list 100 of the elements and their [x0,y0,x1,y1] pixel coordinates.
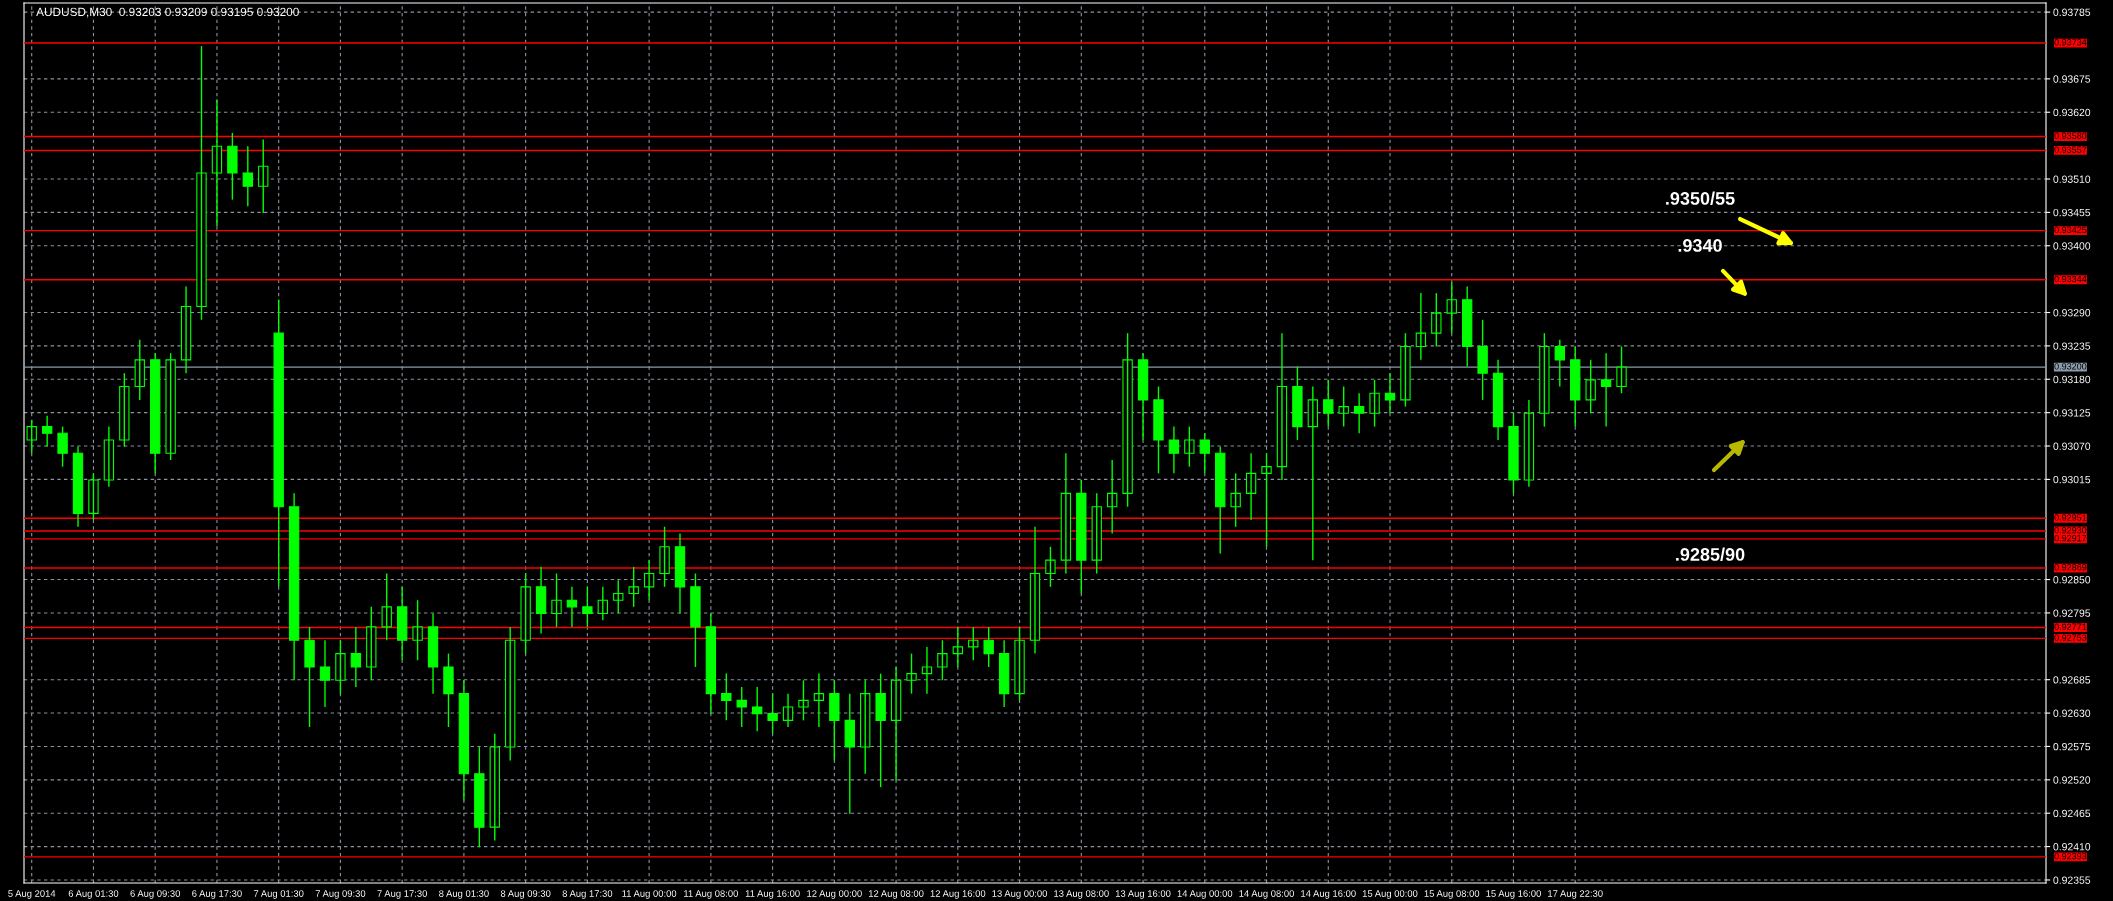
y-tick-label: 0.93070 [2053,442,2091,450]
candlestick [366,606,377,681]
x-tick-label: 6 Aug 17:30 [192,890,242,899]
candlestick [1199,432,1210,475]
candlestick [551,572,562,628]
candlestick [690,572,701,668]
x-tick-label: 8 Aug 09:30 [500,890,551,899]
ref-line-label: 0.92869 [2054,564,2087,571]
candlestick [412,599,423,661]
x-tick-label: 14 Aug 08:00 [1239,890,1294,899]
y-tick-label: 0.93290 [2053,309,2091,317]
y-tick-label: 0.93785 [2053,8,2091,16]
x-tick-label: 5 Aug 2014 [8,890,56,899]
x-tick-label: 11 Aug 00:00 [622,890,677,899]
chart-title: AUDUSD,M30 0.93203 0.93209 0.93195 0.93200 [36,7,299,18]
candlestick [381,572,392,641]
candlestick [1091,492,1102,575]
candlestick [875,672,886,788]
candlestick [227,132,238,201]
candlestick [474,746,485,848]
y-tick-label: 0.93510 [2053,175,2091,183]
y-tick-label: 0.92795 [2053,609,2091,617]
candlestick [489,733,500,842]
y-tick-label: 0.92850 [2053,576,2091,584]
candlestick [613,579,624,615]
candlestick [628,566,639,608]
x-tick-label: 15 Aug 08:00 [1424,890,1480,899]
candlestick [1122,332,1133,508]
candlestick [1400,332,1411,408]
ref-line-label: 0.92951 [2054,514,2087,521]
candlestick [736,686,747,728]
candlestick [1369,379,1380,428]
x-tick-label: 11 Aug 16:00 [745,890,800,899]
y-tick-label: 0.92520 [2053,776,2091,784]
x-tick-label: 15 Aug 00:00 [1362,890,1418,899]
x-tick-label: 11 Aug 08:00 [684,890,738,899]
ref-line-label: 0.93425 [2054,226,2087,234]
x-tick-label: 15 Aug 16:00 [1486,890,1541,899]
candlestick [767,692,778,735]
y-tick-label: 0.92685 [2053,676,2091,684]
candlestick [1076,479,1087,595]
candlestick [983,626,994,668]
ref-line-label: 0.92393 [2054,852,2087,860]
candlestick [443,652,454,728]
x-tick-label: 13 Aug 16:00 [1115,890,1171,899]
y-tick-label: 0.93235 [2053,342,2091,350]
candlestick [196,45,207,321]
candlestick [844,692,855,815]
candlestick [1477,319,1488,401]
candlestick [165,352,176,461]
y-tick-label: 0.93180 [2053,375,2091,384]
candlestick [273,299,284,588]
y-tick-label: 0.92465 [2053,809,2091,818]
y-tick-label: 0.93015 [2053,475,2091,484]
candlestick [721,672,732,722]
x-tick-label: 7 Aug 09:30 [315,890,366,899]
y-tick-label: 0.93675 [2053,75,2091,83]
candlestick [1585,359,1596,414]
x-tick-label: 8 Aug 17:30 [562,890,613,899]
annotation: .9350/55 [1666,191,1735,206]
x-tick-label: 12 Aug 16:00 [930,890,986,899]
candlestick [57,425,68,468]
candlestick [1292,365,1303,441]
y-tick-label: 0.93400 [2053,242,2091,250]
y-tick-label: 0.93620 [2053,108,2091,117]
candlestick [1215,445,1226,555]
candlestick [968,626,979,661]
y-tick-label: 0.92630 [2053,709,2091,717]
candlestick [119,372,130,448]
x-tick-label: 8 Aug 01:30 [439,890,489,899]
candlestick [26,419,37,455]
x-tick-label: 7 Aug 17:30 [377,890,427,899]
candlestick [1508,412,1519,495]
ref-line-label: 0.93344 [2054,275,2087,283]
candlestick [1230,472,1241,528]
x-tick-label: 6 Aug 09:30 [130,890,181,899]
x-tick-label: 17 Aug 22:30 [1548,890,1603,899]
candlestick [1616,345,1627,394]
candlestick [798,679,809,722]
candlestick [1323,379,1334,428]
candlestick [1570,345,1581,428]
candlestick [1261,452,1272,548]
candlestick [1184,425,1195,468]
ref-line-label: 0.92930 [2054,527,2087,534]
candlestick [1153,385,1164,475]
ref-line-label: 0.92771 [2054,623,2087,630]
x-tick-label: 13 Aug 00:00 [992,890,1048,899]
candlestick [520,572,531,655]
candlestick [258,138,269,214]
candlestick [937,639,948,681]
candlestick [1014,626,1025,702]
annotation: .9285/90 [1676,547,1745,562]
candlestick [1338,385,1349,428]
candlestick [1446,281,1457,334]
candlestick [906,652,917,695]
candlestick [1539,332,1550,428]
candlestick [582,586,593,628]
y-tick-label: 0.92410 [2053,843,2091,851]
candlestick [88,472,99,521]
x-tick-label: 13 Aug 08:00 [1054,890,1109,899]
